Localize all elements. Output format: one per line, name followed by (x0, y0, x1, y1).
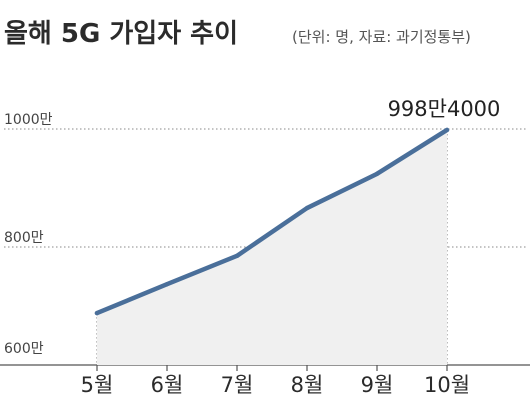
x-tick-label: 10월 (424, 373, 470, 397)
series-line (94, 127, 450, 316)
x-axis: 5월 6월 7월 8월 9월 10월 (81, 373, 470, 397)
y-axis: 600만 800만 1000만 (4, 112, 53, 357)
x-tick-label: 8월 (291, 373, 324, 397)
area-fill (97, 129, 447, 365)
y-tick-label: 800만 (4, 230, 44, 246)
x-tick-label: 9월 (361, 373, 394, 397)
y-tick-label: 600만 (4, 341, 44, 357)
x-tick-label: 6월 (151, 373, 184, 397)
data-point (234, 253, 240, 259)
data-point (94, 310, 100, 316)
area-layer (97, 129, 447, 365)
data-point (304, 205, 310, 211)
data-label-layer: 998만4000 (388, 97, 501, 121)
data-label: 998만4000 (388, 97, 501, 121)
data-point (164, 281, 170, 287)
chart-title: 올해 5G 가입자 추이 (4, 19, 238, 49)
x-tick-label: 5월 (81, 373, 114, 397)
chart-subtitle: (단위: 명, 자료: 과기정통부) (292, 28, 471, 46)
data-point (444, 127, 450, 133)
data-point (374, 171, 380, 177)
y-tick-label: 1000만 (4, 112, 53, 128)
line-layer (94, 127, 450, 316)
x-tick-label: 7월 (221, 373, 254, 397)
